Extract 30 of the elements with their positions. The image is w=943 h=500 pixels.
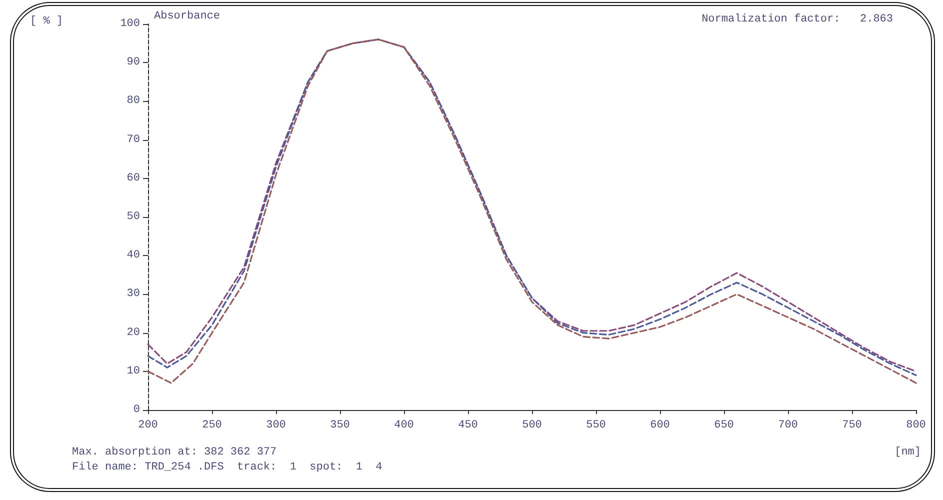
y-tick-label: 20 — [126, 326, 140, 339]
x-tick-label: 450 — [458, 420, 478, 432]
y-tick-label: 40 — [126, 250, 140, 262]
x-tick-label: 750 — [842, 420, 862, 432]
text: Max. absorption at: 382 362 377 — [72, 446, 277, 458]
x-tick-label: 400 — [394, 420, 414, 432]
y-tick-label: 50 — [126, 211, 140, 223]
x-tick-label: 800 — [906, 420, 926, 432]
x-tick-label: 300 — [266, 420, 286, 432]
x-tick-label: 200 — [138, 420, 158, 432]
y-tick-label: 0 — [133, 404, 140, 416]
annotation: Normalization factor: 2.863 — [702, 14, 894, 26]
y-tick-label: 90 — [126, 56, 140, 69]
y-tick-label: 70 — [126, 134, 140, 146]
x-tick-label: 550 — [586, 420, 606, 432]
text: File name: TRD_254 .DFS track: 1 spot: 1 4 — [72, 462, 383, 474]
y-tick-label: 30 — [126, 288, 140, 300]
y-axis-title: Absorbance — [154, 10, 220, 22]
x-tick-label: 500 — [522, 420, 542, 432]
x-axis-title: [nm] — [894, 446, 921, 458]
x-tick-label: 650 — [714, 420, 734, 432]
x-tick-label: 250 — [202, 420, 222, 432]
y-tick-label: 60 — [126, 172, 140, 184]
x-tick-label: 600 — [650, 420, 670, 432]
x-tick-label: 700 — [778, 420, 798, 432]
text: [ % ] — [30, 16, 64, 28]
x-tick-label: 350 — [330, 420, 350, 432]
y-tick-label: 80 — [126, 95, 140, 108]
y-tick-label: 100 — [120, 18, 140, 30]
y-tick-label: 10 — [126, 365, 140, 378]
